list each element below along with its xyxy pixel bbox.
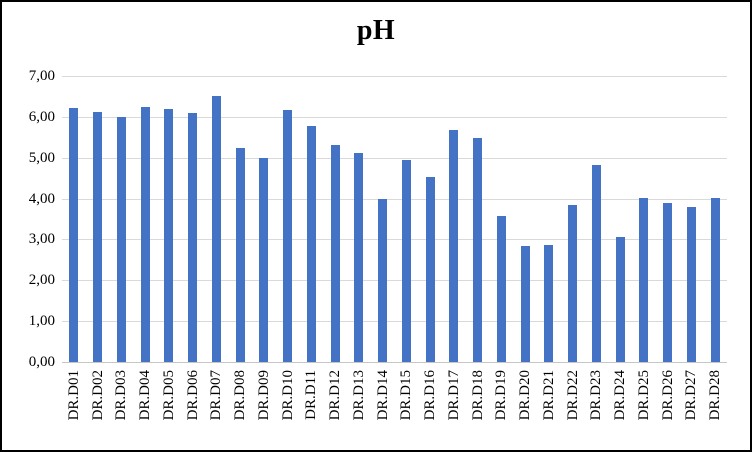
bar-DR.D15 bbox=[401, 160, 411, 362]
bar-DR.D28 bbox=[710, 198, 720, 362]
bar-DR.D01 bbox=[69, 108, 79, 362]
x-tick-label: DR.D16 bbox=[422, 370, 439, 421]
x-tick-label: DR.D03 bbox=[113, 370, 130, 421]
gridline bbox=[62, 280, 727, 281]
x-tick-label: DR.D06 bbox=[184, 370, 201, 421]
gridline bbox=[62, 362, 727, 363]
bar-DR.D19 bbox=[496, 216, 506, 362]
bar-DR.D12 bbox=[330, 145, 340, 362]
x-tick-label: DR.D23 bbox=[588, 370, 605, 421]
bar-DR.D25 bbox=[639, 198, 649, 362]
x-tick-label: DR.D21 bbox=[540, 370, 557, 421]
x-tick-label: DR.D01 bbox=[65, 370, 82, 421]
bar-DR.D17 bbox=[449, 130, 459, 362]
y-tick-label: 4,00 bbox=[28, 191, 55, 207]
x-tick-label: DR.D12 bbox=[327, 370, 344, 421]
x-tick-label: DR.D07 bbox=[208, 370, 225, 421]
bar-DR.D22 bbox=[568, 205, 578, 362]
y-tick-label: 3,00 bbox=[28, 231, 55, 247]
x-tick-label: DR.D22 bbox=[564, 370, 581, 421]
x-tick-label: DR.D17 bbox=[445, 370, 462, 421]
bar-DR.D27 bbox=[686, 207, 696, 362]
y-tick-label: 0,00 bbox=[28, 354, 55, 370]
bar-DR.D11 bbox=[306, 126, 316, 362]
bar-DR.D07 bbox=[211, 96, 221, 362]
y-tick-label: 2,00 bbox=[28, 272, 55, 288]
x-tick-label: DR.D04 bbox=[137, 370, 154, 421]
bar-DR.D03 bbox=[116, 117, 126, 362]
x-tick-label: DR.D20 bbox=[517, 370, 534, 421]
bar-DR.D23 bbox=[591, 165, 601, 362]
bar-DR.D20 bbox=[520, 246, 530, 362]
x-tick-label: DR.D15 bbox=[398, 370, 415, 421]
gridline bbox=[62, 117, 727, 118]
y-tick-label: 7,00 bbox=[28, 68, 55, 84]
x-tick-label: DR.D10 bbox=[279, 370, 296, 421]
x-tick-label: DR.D05 bbox=[160, 370, 177, 421]
x-tick-label: DR.D25 bbox=[635, 370, 652, 421]
bar-DR.D21 bbox=[544, 245, 554, 362]
bar-DR.D06 bbox=[188, 113, 198, 362]
x-tick-label: DR.D02 bbox=[89, 370, 106, 421]
gridline bbox=[62, 239, 727, 240]
gridline bbox=[62, 199, 727, 200]
x-tick-label: DR.D09 bbox=[255, 370, 272, 421]
gridline bbox=[62, 321, 727, 322]
y-tick-label: 6,00 bbox=[28, 109, 55, 125]
bar-DR.D09 bbox=[259, 158, 269, 362]
x-tick-label: DR.D14 bbox=[374, 370, 391, 421]
bar-DR.D16 bbox=[425, 177, 435, 362]
bar-DR.D08 bbox=[235, 148, 245, 362]
bar-DR.D05 bbox=[164, 109, 174, 362]
y-tick-label: 5,00 bbox=[28, 150, 55, 166]
bar-DR.D04 bbox=[140, 107, 150, 362]
x-tick-label: DR.D26 bbox=[659, 370, 676, 421]
bar-DR.D26 bbox=[663, 203, 673, 362]
chart-title: pH bbox=[356, 15, 396, 46]
gridline bbox=[62, 158, 727, 159]
bar-DR.D13 bbox=[354, 153, 364, 362]
x-tick-label: DR.D27 bbox=[683, 370, 700, 421]
bar-DR.D18 bbox=[473, 138, 483, 362]
x-tick-label: DR.D13 bbox=[350, 370, 367, 421]
bar-DR.D24 bbox=[615, 237, 625, 362]
x-tick-label: DR.D19 bbox=[493, 370, 510, 421]
y-tick-label: 1,00 bbox=[28, 313, 55, 329]
x-tick-label: DR.D11 bbox=[303, 370, 320, 420]
gridline bbox=[62, 76, 727, 77]
x-tick-label: DR.D08 bbox=[232, 370, 249, 421]
bar-DR.D14 bbox=[378, 199, 388, 362]
bar-DR.D10 bbox=[283, 110, 293, 362]
x-tick-label: DR.D24 bbox=[612, 370, 629, 421]
bar-DR.D02 bbox=[93, 112, 103, 362]
x-tick-label: DR.D18 bbox=[469, 370, 486, 421]
x-tick-label: DR.D28 bbox=[707, 370, 724, 421]
